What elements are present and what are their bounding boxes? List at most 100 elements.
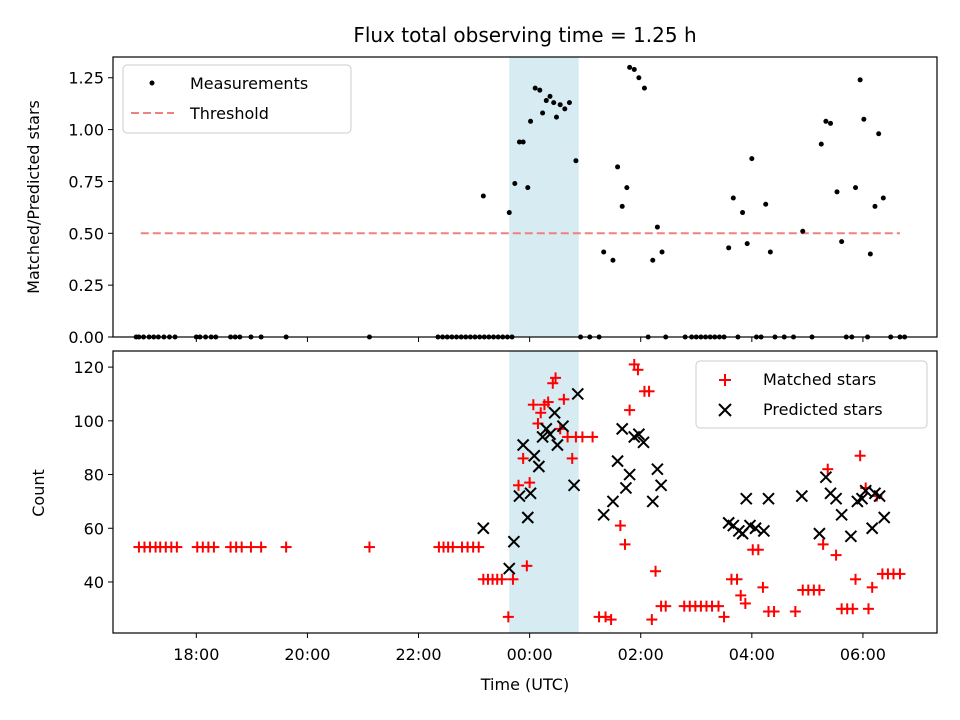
x-tick-label: 00:00 [507, 645, 553, 664]
predicted-stars-point [477, 522, 490, 535]
legend-predicted-label: Predicted stars [763, 400, 883, 419]
matched-stars-point [513, 479, 525, 491]
measurement-point [834, 189, 840, 195]
measurement-point [540, 110, 546, 116]
matched-stars-point [496, 573, 508, 585]
legend-predicted-swatch [718, 403, 732, 417]
matched-stars-point [576, 431, 588, 443]
measurement-point [528, 118, 534, 124]
matched-stars-point [171, 541, 183, 553]
predicted-stars-point [878, 511, 891, 524]
measurement-point [610, 257, 616, 263]
measurement-point [553, 114, 559, 120]
measurement-point [867, 251, 873, 257]
matched-stars-point [517, 452, 529, 464]
predicted-stars-point [757, 524, 771, 538]
predicted-stars-point [646, 495, 659, 508]
matched-stars-point [752, 544, 764, 556]
measurement-point [525, 185, 531, 191]
predicted-stars-point [532, 460, 546, 473]
matched-stars-point [739, 597, 751, 609]
measurement-point [818, 141, 824, 147]
ratio-y-axis-label: Matched/Predicted stars [24, 100, 43, 294]
y-tick-label: 1.25 [68, 69, 104, 88]
x-tick-label: 20:00 [284, 645, 330, 664]
measurement-point [650, 257, 656, 263]
matched-stars-point [527, 399, 539, 411]
count-y-axis: 40 60 80 100 120 [73, 358, 113, 592]
matched-stars-point [854, 450, 866, 462]
predicted-stars-point [819, 471, 833, 484]
measurement-point [562, 106, 568, 112]
measurement-point [547, 93, 553, 99]
matched-stars-point [646, 614, 658, 626]
predicted-stars-point [556, 419, 570, 433]
y-tick-label: 0.00 [68, 328, 104, 347]
observing-window-span [509, 351, 579, 633]
predicted-stars-point [740, 492, 753, 505]
matched-stars-point [660, 600, 672, 612]
measurement-point [823, 118, 829, 124]
predicted-stars-point [855, 492, 869, 505]
measurement-point [880, 195, 886, 201]
predicted-stars-point [795, 489, 809, 503]
matched-stars-point [632, 364, 644, 376]
predicted-stars-point [524, 487, 537, 500]
legend-measurements-swatch [149, 80, 155, 86]
predicted-stars-point [619, 481, 633, 495]
measurement-point [520, 139, 526, 145]
predicted-stars-point [503, 562, 516, 575]
count-panel: 40 60 80 100 120 18:00 20:00 22:00 00:00 02:00 04… [29, 350, 938, 694]
y-tick-label: 40 [84, 573, 104, 592]
ratio-legend-box [122, 64, 352, 134]
ratio-panel: 0.00 0.25 0.50 0.75 1.00 1.25 Matched/Predict… [24, 56, 938, 347]
predicted-stars-point [873, 489, 886, 503]
matched-stars-point [600, 611, 612, 623]
matched-stars-point [757, 581, 769, 593]
predicted-stars-point [835, 508, 848, 522]
predicted-stars-point [859, 484, 872, 497]
predicted-stars-point [651, 462, 664, 476]
predicted-stars-point [516, 438, 530, 452]
matched-stars-point [208, 541, 220, 553]
matched-stars-point [650, 565, 662, 577]
matched-stars-point [718, 611, 730, 623]
matched-stars-point [521, 560, 533, 572]
predicted-stars-point [543, 428, 557, 441]
matched-stars-point [731, 573, 743, 585]
legend-measurements-label: Measurements [190, 74, 308, 93]
measurement-point [480, 193, 486, 199]
x-tick-label: 06:00 [840, 645, 886, 664]
predicted-stars-point [606, 495, 620, 508]
y-tick-label: 120 [73, 358, 104, 377]
measurement-point [763, 201, 769, 207]
measurement-point [573, 158, 579, 164]
matched-stars-point [473, 541, 485, 553]
legend-matched-swatch [719, 374, 731, 386]
matched-stars-point [822, 463, 834, 475]
legend-threshold-label: Threshold [189, 104, 269, 123]
matched-stars-point [850, 573, 862, 585]
matched-stars-point [619, 538, 631, 550]
measurement-point [857, 77, 863, 83]
predicted-stars-point [844, 530, 858, 543]
matched-stars-point [280, 541, 292, 553]
x-axis-label: Time (UTC) [480, 675, 569, 694]
y-tick-label: 1.00 [68, 121, 104, 140]
x-tick-label: 22:00 [395, 645, 441, 664]
measurement-point [641, 85, 647, 91]
matched-stars-point [624, 404, 636, 416]
measurement-point [619, 203, 625, 209]
measurement-point [532, 85, 538, 91]
count-panel-frame [112, 350, 938, 634]
count-y-axis-label: Count [29, 469, 48, 517]
matched-stars-point [236, 541, 248, 553]
count-x-axis: 18:00 20:00 22:00 00:00 02:00 04:00 06:00 [173, 633, 886, 664]
ratio-x-ticks [195, 337, 864, 342]
predicted-stars-point [611, 454, 624, 468]
measurement-point [512, 181, 518, 187]
matched-stars-point [847, 603, 859, 615]
measurement-point [627, 64, 633, 70]
predicted-stars-point [507, 535, 521, 548]
measurement-point [537, 87, 543, 93]
